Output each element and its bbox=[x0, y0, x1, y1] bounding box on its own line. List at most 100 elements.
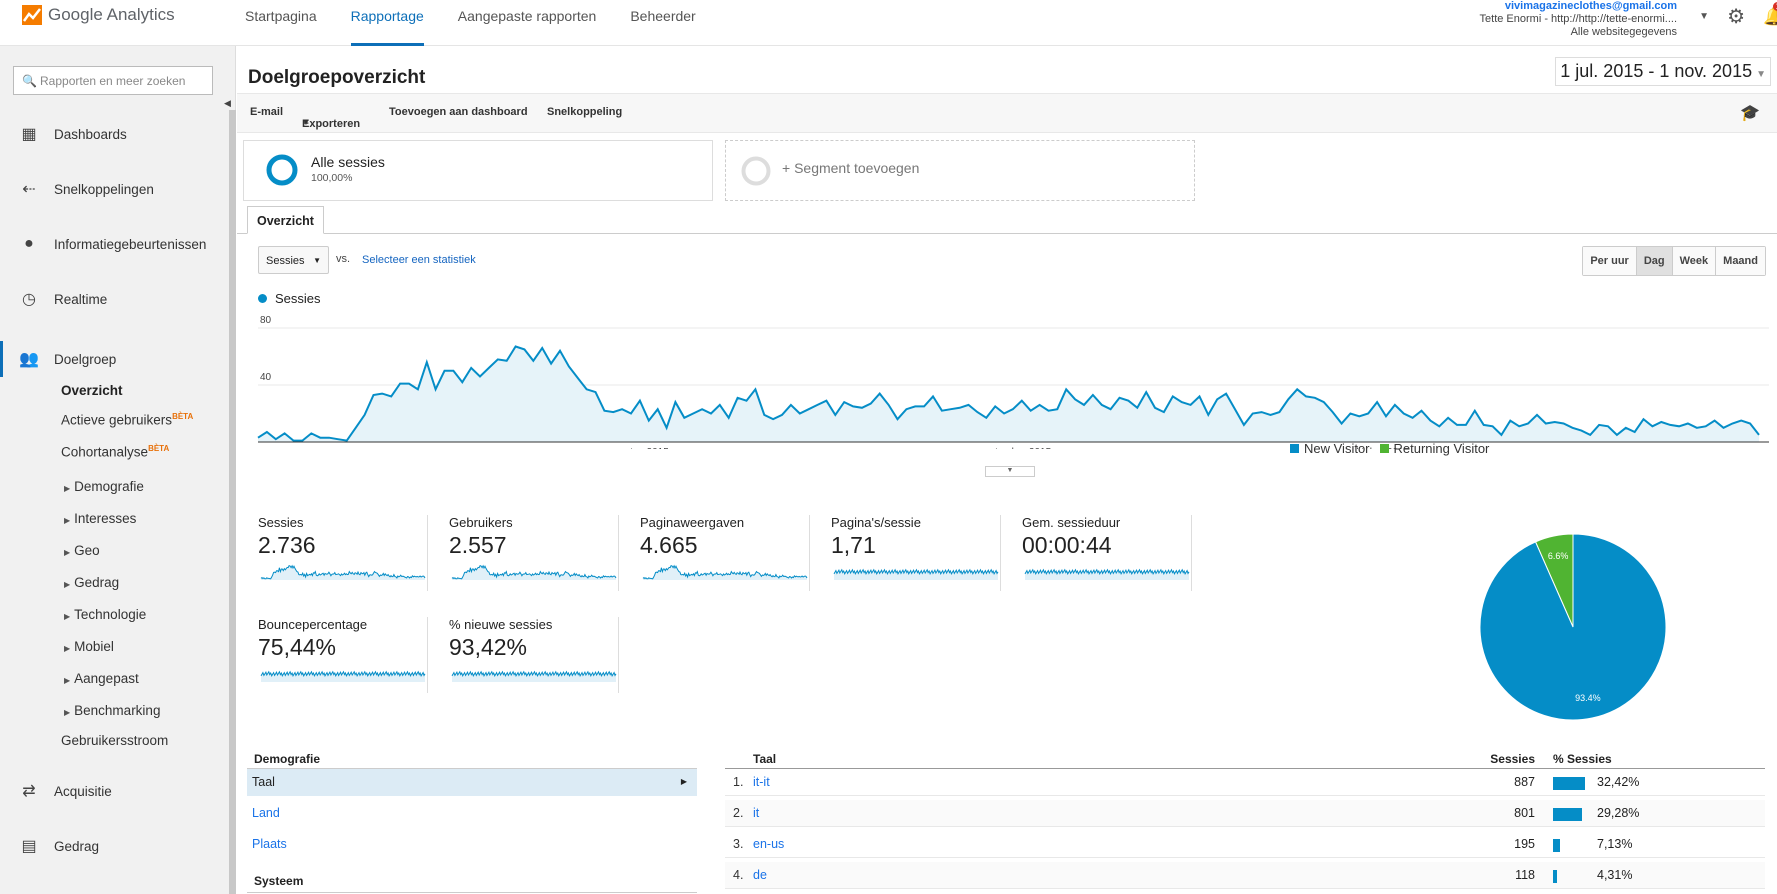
kpi-value: 93,42% bbox=[449, 634, 528, 660]
chevron-down-icon[interactable]: ▼ bbox=[1699, 11, 1710, 22]
kpi-sparkline bbox=[260, 670, 426, 682]
collapse-sidebar-icon[interactable]: ◀ bbox=[224, 98, 231, 108]
caret-down-icon: ▼ bbox=[313, 256, 321, 265]
sidebar-sub-label: Mobiel bbox=[74, 639, 114, 654]
sidebar-item-doelgroep[interactable]: 👥 Doelgroep bbox=[0, 341, 116, 377]
caret-right-icon: ▶ bbox=[680, 777, 687, 786]
sidebar-sub-mobiel[interactable]: ▶ Mobiel bbox=[64, 639, 114, 654]
sidebar-item-realtime[interactable]: ◷ Realtime bbox=[0, 286, 107, 312]
granularity-maand[interactable]: Maand bbox=[1715, 247, 1765, 275]
sidebar-scrollbar[interactable] bbox=[229, 110, 236, 894]
tab-startpagina[interactable]: Startpagina bbox=[245, 8, 317, 24]
kpi-5[interactable]: Bouncepercentage 75,44% bbox=[258, 617, 428, 693]
metric-select[interactable]: Sessies ▼ bbox=[258, 246, 329, 274]
sidebar-sub-gedrag[interactable]: ▶ Gedrag bbox=[64, 575, 119, 590]
granularity-per-uur[interactable]: Per uur bbox=[1583, 247, 1636, 275]
app-logo[interactable]: Google Analytics bbox=[22, 5, 175, 25]
granularity-dag[interactable]: Dag bbox=[1635, 247, 1672, 275]
kpi-0[interactable]: Sessies 2.736 bbox=[258, 515, 428, 591]
kpi-6[interactable]: % nieuwe sessies 93,42% bbox=[449, 617, 619, 693]
clock-icon: ◷ bbox=[22, 291, 36, 308]
people-icon: 👥 bbox=[19, 351, 39, 368]
kpi-4[interactable]: Gem. sessieduur 00:00:44 bbox=[1022, 515, 1192, 591]
tab-overzicht[interactable]: Overzicht bbox=[247, 206, 324, 234]
tab-rapportage[interactable]: Rapportage bbox=[350, 0, 424, 46]
add-to-dashboard-button[interactable]: Toevoegen aan dashboard bbox=[389, 106, 528, 118]
granularity-week[interactable]: Week bbox=[1671, 247, 1716, 275]
search-input[interactable]: 🔍 Rapporten en meer zoeken bbox=[13, 66, 213, 95]
row-language-link[interactable]: it-it bbox=[753, 775, 770, 789]
sidebar-item-gedrag[interactable]: ▤ Gedrag bbox=[0, 833, 99, 859]
sidebar-sub-label: Technologie bbox=[74, 607, 147, 622]
metric-select-value: Sessies bbox=[266, 255, 305, 267]
visitor-pie-chart: 6.6% 93.4% bbox=[1479, 533, 1667, 721]
sidebar-sub-label: Gedrag bbox=[74, 575, 120, 590]
systeem-header: Systeem bbox=[254, 874, 304, 888]
select-statistic-link[interactable]: Selecteer een statistiek bbox=[362, 254, 476, 266]
sidebar-item-dashboards[interactable]: ▦ Dashboards bbox=[0, 121, 126, 147]
sidebar-item-acquisitie[interactable]: ⇄ Acquisitie bbox=[0, 778, 111, 804]
sidebar-sub-label: Actieve gebruikers bbox=[61, 412, 173, 428]
table-header-sessies[interactable]: Sessies bbox=[1490, 752, 1535, 766]
bell-icon[interactable]: 🔔1 bbox=[1763, 2, 1777, 27]
sidebar-sub-interesses[interactable]: ▶ Interesses bbox=[64, 511, 136, 526]
kpi-label: Pagina's/sessie bbox=[831, 515, 921, 530]
chart-expand-handle[interactable]: ▼ bbox=[985, 466, 1035, 477]
granularity-toggle: Per uur Dag Week Maand bbox=[1582, 246, 1766, 276]
sidebar-item-label: Informatiegebeurtenissen bbox=[54, 236, 207, 252]
kpi-label: Gem. sessieduur bbox=[1022, 515, 1121, 530]
sidebar-item-label: Realtime bbox=[54, 291, 108, 307]
sidebar-item-label: Doelgroep bbox=[54, 351, 117, 367]
sidebar-sub-aangepast[interactable]: ▶ Aangepast bbox=[64, 671, 139, 686]
row-sessions: 887 bbox=[1514, 775, 1535, 789]
kpi-sparkline bbox=[1024, 568, 1190, 580]
graduation-cap-icon[interactable]: 🎓 bbox=[1740, 105, 1760, 122]
row-language-link[interactable]: de bbox=[753, 868, 767, 882]
pie-slice-new-visitor[interactable] bbox=[1479, 533, 1667, 721]
sidebar-sub-technologie[interactable]: ▶ Technologie bbox=[64, 607, 146, 622]
acquisition-arrow-icon: ⇄ bbox=[22, 783, 36, 800]
account-view: Alle websitegegevens bbox=[1570, 26, 1677, 38]
row-language-link[interactable]: it bbox=[753, 806, 760, 820]
gear-icon[interactable]: ⚙ bbox=[1727, 6, 1745, 28]
sidebar-sub-geo[interactable]: ▶ Geo bbox=[64, 543, 100, 558]
date-range-picker[interactable]: 1 jul. 2015 - 1 nov. 2015 ▼ bbox=[1555, 57, 1771, 86]
kpi-3[interactable]: Pagina's/sessie 1,71 bbox=[831, 515, 1001, 591]
sidebar-sub-demografie[interactable]: ▶ Demografie bbox=[64, 479, 144, 494]
layout-icon: ▤ bbox=[21, 838, 37, 855]
demografie-row-plaats[interactable]: Plaats bbox=[252, 837, 287, 851]
kpi-2[interactable]: Paginaweergaven 4.665 bbox=[640, 515, 810, 591]
sidebar-sub-overzicht[interactable]: Overzicht bbox=[61, 383, 123, 398]
kpi-1[interactable]: Gebruikers 2.557 bbox=[449, 515, 619, 591]
table-header-pct-sessies[interactable]: % Sessies bbox=[1553, 752, 1612, 766]
add-segment-button[interactable]: + Segment toevoegen bbox=[725, 140, 1195, 201]
segment-all-sessions[interactable]: Alle sessies 100,00% bbox=[243, 140, 713, 201]
row-pct: 29,28% bbox=[1597, 806, 1640, 820]
row-language-link[interactable]: en-us bbox=[753, 837, 785, 851]
demografie-row-land[interactable]: Land bbox=[252, 806, 280, 820]
account-selector[interactable]: vivimagazineclothes@gmail.com Tette Enor… bbox=[1480, 0, 1677, 39]
sidebar-item-snelkoppelingen[interactable]: ⇠ Snelkoppelingen bbox=[0, 176, 154, 202]
sidebar-item-informatiegebeurtenissen[interactable]: ● Informatiegebeurtenissen bbox=[0, 231, 206, 257]
sidebar-sub-actieve-gebruikers[interactable]: Actieve gebruikersBÈTA bbox=[61, 412, 193, 428]
series-line[interactable] bbox=[257, 345, 1760, 442]
sidebar-sub-benchmarking[interactable]: ▶ Benchmarking bbox=[64, 703, 160, 718]
caret-down-icon: ▼ bbox=[302, 118, 310, 127]
pie-slice-label: 93.4% bbox=[1575, 693, 1601, 703]
tab-aangepaste-rapporten[interactable]: Aangepaste rapporten bbox=[457, 8, 597, 24]
systeem-divider bbox=[247, 892, 697, 893]
demografie-row-taal[interactable]: Taal ▶ bbox=[247, 769, 697, 796]
email-button[interactable]: E-mail bbox=[250, 106, 284, 118]
row-sessions: 195 bbox=[1514, 837, 1535, 851]
tab-beheerder[interactable]: Beheerder bbox=[630, 8, 696, 24]
page-title: Doelgroepoverzicht bbox=[248, 67, 426, 88]
shortcut-button[interactable]: Snelkoppeling bbox=[547, 106, 623, 118]
beta-badge: BÈTA bbox=[148, 444, 170, 453]
sessions-line-chart: 4080augustus 2015september 2015oktober 2… bbox=[257, 315, 1777, 449]
sidebar-item-label: Snelkoppelingen bbox=[54, 181, 154, 197]
account-email: vivimagazineclothes@gmail.com bbox=[1504, 0, 1677, 12]
top-bar: Google Analytics Startpagina Rapportage … bbox=[0, 0, 1777, 46]
sidebar-sub-cohortanalyse[interactable]: CohortanalyseBÈTA bbox=[61, 444, 169, 460]
sidebar-sub-gebruikersstroom[interactable]: Gebruikersstroom bbox=[61, 733, 169, 748]
kpi-label: Sessies bbox=[258, 515, 304, 530]
